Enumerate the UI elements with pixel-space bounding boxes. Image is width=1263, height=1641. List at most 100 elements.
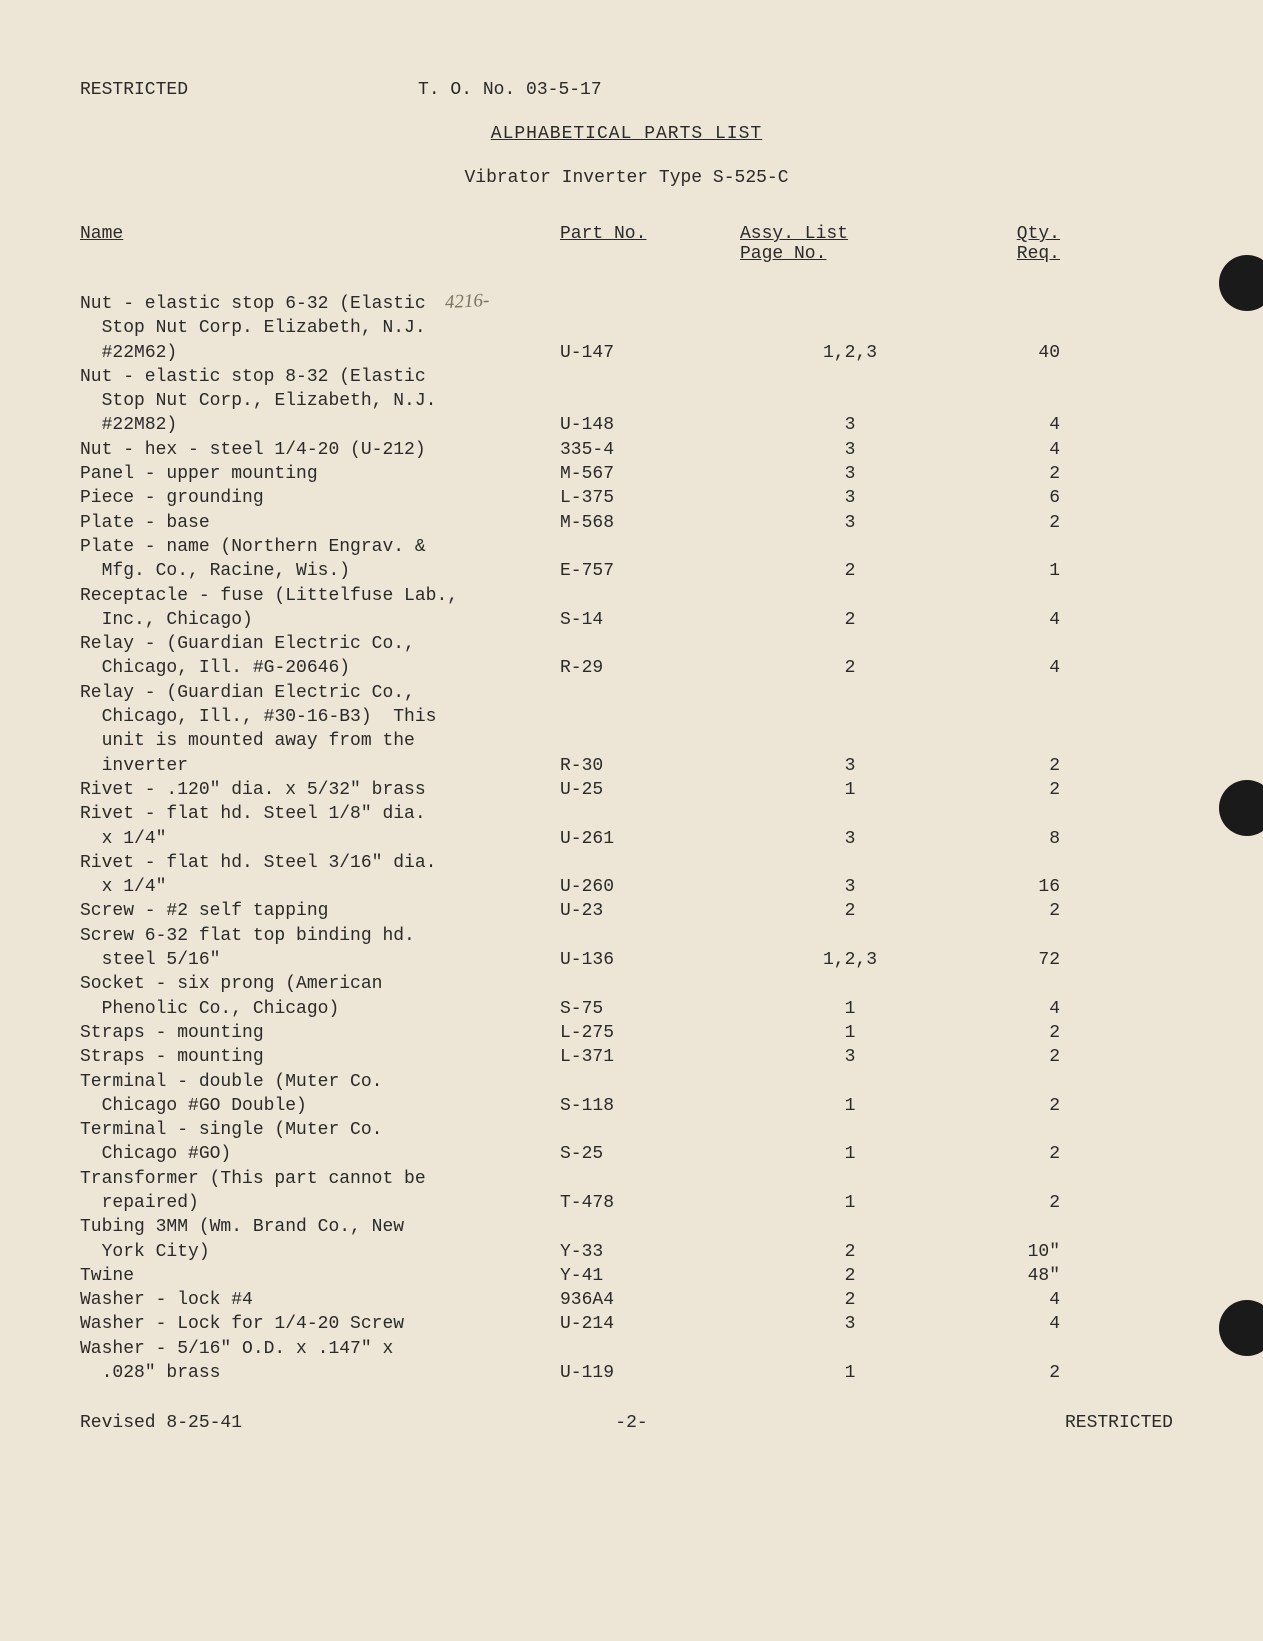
qty-required: 8 bbox=[960, 827, 1060, 851]
part-name: Stop Nut Corp. Elizabeth, N.J. bbox=[80, 316, 560, 340]
qty-required: 6 bbox=[960, 486, 1060, 510]
part-number: 335-4 bbox=[560, 438, 740, 462]
table-row: .028" brassU-11912 bbox=[80, 1361, 1173, 1385]
qty-required: 4 bbox=[960, 413, 1060, 437]
assy-page: 1 bbox=[740, 1094, 960, 1118]
table-row: #22M82)U-14834 bbox=[80, 413, 1173, 437]
part-name: Chicago, Ill., #30-16-B3) This bbox=[80, 705, 560, 729]
table-row: Straps - mountingL-27512 bbox=[80, 1021, 1173, 1045]
part-name: Phenolic Co., Chicago) bbox=[80, 997, 560, 1021]
footer-restricted-label: RESTRICTED bbox=[1065, 1413, 1173, 1433]
part-name: York City) bbox=[80, 1240, 560, 1264]
qty-required bbox=[960, 1337, 1060, 1361]
part-number: 936A4 bbox=[560, 1288, 740, 1312]
assy-page bbox=[740, 1215, 960, 1239]
table-row: Mfg. Co., Racine, Wis.)E-75721 bbox=[80, 559, 1173, 583]
assy-page: 3 bbox=[740, 754, 960, 778]
assy-page bbox=[740, 632, 960, 656]
assy-page: 3 bbox=[740, 413, 960, 437]
assy-page: 1,2,3 bbox=[740, 948, 960, 972]
punch-hole-icon bbox=[1219, 255, 1263, 311]
table-row: Stop Nut Corp. Elizabeth, N.J. bbox=[80, 316, 1173, 340]
qty-required: 2 bbox=[960, 511, 1060, 535]
assy-page bbox=[740, 851, 960, 875]
part-name: Nut - elastic stop 8-32 (Elastic bbox=[80, 365, 560, 389]
assy-page bbox=[740, 802, 960, 826]
assy-page: 3 bbox=[740, 511, 960, 535]
qty-required bbox=[960, 632, 1060, 656]
part-name: Screw - #2 self tapping bbox=[80, 899, 560, 923]
part-number: S-14 bbox=[560, 608, 740, 632]
part-number bbox=[560, 584, 740, 608]
part-name: Washer - 5/16" O.D. x .147" x bbox=[80, 1337, 560, 1361]
qty-required bbox=[960, 584, 1060, 608]
part-number: U-261 bbox=[560, 827, 740, 851]
part-name: repaired) bbox=[80, 1191, 560, 1215]
part-name: Terminal - double (Muter Co. bbox=[80, 1070, 560, 1094]
assy-page: 1 bbox=[740, 997, 960, 1021]
qty-required: 4 bbox=[960, 608, 1060, 632]
assy-page: 1 bbox=[740, 778, 960, 802]
assy-page bbox=[740, 924, 960, 948]
part-name: Mfg. Co., Racine, Wis.) bbox=[80, 559, 560, 583]
part-number bbox=[560, 681, 740, 705]
part-name: Rivet - flat hd. Steel 3/16" dia. bbox=[80, 851, 560, 875]
qty-required: 2 bbox=[960, 754, 1060, 778]
part-name: inverter bbox=[80, 754, 560, 778]
assy-page bbox=[740, 705, 960, 729]
qty-required: 4 bbox=[960, 1312, 1060, 1336]
assy-page bbox=[740, 972, 960, 996]
table-row: Rivet - flat hd. Steel 3/16" dia. bbox=[80, 851, 1173, 875]
part-number bbox=[560, 1118, 740, 1142]
col-part-header: Part No. bbox=[560, 224, 646, 244]
part-name: steel 5/16" bbox=[80, 948, 560, 972]
table-row: Terminal - double (Muter Co. bbox=[80, 1070, 1173, 1094]
qty-required bbox=[960, 705, 1060, 729]
table-row: Straps - mountingL-37132 bbox=[80, 1045, 1173, 1069]
part-number: S-75 bbox=[560, 997, 740, 1021]
table-row: Washer - Lock for 1/4-20 ScrewU-21434 bbox=[80, 1312, 1173, 1336]
qty-required: 4 bbox=[960, 997, 1060, 1021]
qty-required bbox=[960, 365, 1060, 389]
part-number bbox=[560, 1337, 740, 1361]
part-name: Rivet - flat hd. Steel 1/8" dia. bbox=[80, 802, 560, 826]
table-row: Socket - six prong (American bbox=[80, 972, 1173, 996]
part-name: Chicago, Ill. #G-20646) bbox=[80, 656, 560, 680]
table-row: steel 5/16"U-1361,2,372 bbox=[80, 948, 1173, 972]
assy-page: 1 bbox=[740, 1361, 960, 1385]
part-name: Stop Nut Corp., Elizabeth, N.J. bbox=[80, 389, 560, 413]
qty-required: 1 bbox=[960, 559, 1060, 583]
table-row: Rivet - .120" dia. x 5/32" brassU-2512 bbox=[80, 778, 1173, 802]
part-number bbox=[560, 729, 740, 753]
qty-required bbox=[960, 389, 1060, 413]
parts-table-body: Nut - elastic stop 6-32 (Elastic Stop Nu… bbox=[80, 292, 1173, 1385]
table-row: Rivet - flat hd. Steel 1/8" dia. bbox=[80, 802, 1173, 826]
col-assy-header: Assy. List Page No. bbox=[740, 224, 848, 264]
table-row: Washer - lock #4936A424 bbox=[80, 1288, 1173, 1312]
assy-page: 3 bbox=[740, 827, 960, 851]
part-name: Receptacle - fuse (Littelfuse Lab., bbox=[80, 584, 560, 608]
part-number: U-148 bbox=[560, 413, 740, 437]
assy-page bbox=[740, 681, 960, 705]
part-name: Screw 6-32 flat top binding hd. bbox=[80, 924, 560, 948]
qty-required bbox=[960, 1118, 1060, 1142]
part-number bbox=[560, 802, 740, 826]
table-row: Panel - upper mountingM-56732 bbox=[80, 462, 1173, 486]
table-row: x 1/4"U-260316 bbox=[80, 875, 1173, 899]
qty-required: 4 bbox=[960, 438, 1060, 462]
assy-page: 3 bbox=[740, 438, 960, 462]
part-number bbox=[560, 292, 740, 316]
qty-required: 2 bbox=[960, 899, 1060, 923]
assy-page: 2 bbox=[740, 1240, 960, 1264]
qty-required: 2 bbox=[960, 778, 1060, 802]
assy-page bbox=[740, 365, 960, 389]
part-number bbox=[560, 972, 740, 996]
part-name: Relay - (Guardian Electric Co., bbox=[80, 632, 560, 656]
assy-page bbox=[740, 316, 960, 340]
part-name: unit is mounted away from the bbox=[80, 729, 560, 753]
qty-required bbox=[960, 681, 1060, 705]
assy-page bbox=[740, 1337, 960, 1361]
table-row: Chicago #GO Double)S-11812 bbox=[80, 1094, 1173, 1118]
qty-required bbox=[960, 535, 1060, 559]
qty-required: 40 bbox=[960, 341, 1060, 365]
